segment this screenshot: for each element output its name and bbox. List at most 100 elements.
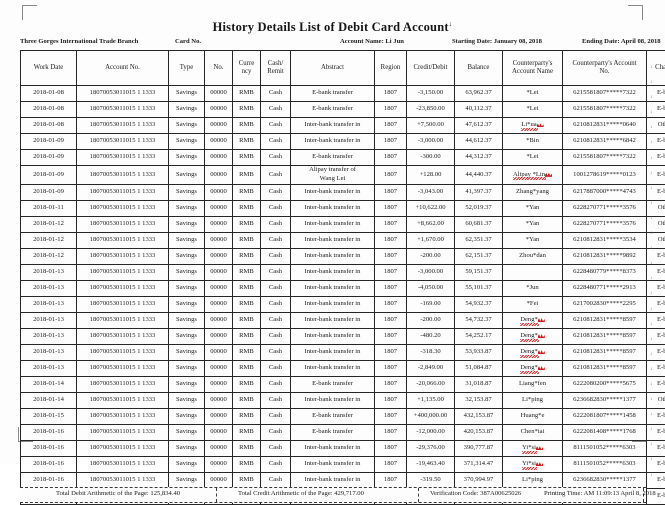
document-page: History Details List of Debit Card Accou…: [0, 0, 665, 464]
cell-counterparty-account: 6217002830*****2295: [563, 296, 647, 312]
cell-abstract: Inter-bank transfer in: [291, 200, 375, 216]
cell-account-no: 18070053011015 1 1333: [77, 392, 169, 408]
counterparty-name-text: Deng*: [520, 316, 538, 324]
cell-counterparty-account: 6210812831*****8597: [563, 344, 647, 360]
cell-no: 00000: [205, 216, 233, 232]
cell-cash-remit: Cash: [261, 280, 291, 296]
row-end-mark: ↓: [650, 317, 660, 332]
cell-currency: RMB: [233, 102, 261, 118]
col-header-counterparty-account: Counterparty's Account No.: [563, 51, 647, 86]
cell-cash-remit: Cash: [261, 200, 291, 216]
cell-counterparty-name: Li*ping: [503, 392, 563, 408]
cell-currency: RMB: [233, 424, 261, 440]
cell-account-no: 18070053011015 1 1333: [77, 200, 169, 216]
cell-credit-debit: -4,050.00: [407, 280, 455, 296]
line-end-marks: ↓↓↓↓↓↓↓↓↓↓↓↓↓↓↓↓↓↓↓↓↓↓↓↓↓↓↓↓: [650, 60, 660, 483]
cell-cash-remit: Cash: [261, 248, 291, 264]
cell-work-date: 2018-01-13: [21, 344, 77, 360]
cell-region: 1807: [375, 424, 407, 440]
cell-type: Savings: [169, 184, 205, 200]
cell-work-date: 2018-01-13: [21, 280, 77, 296]
cell-credit-debit: +7,500.00: [407, 118, 455, 134]
cell-counterparty-name: Deng*: [503, 312, 563, 328]
cell-abstract: E-bank transfer: [291, 86, 375, 102]
cell-work-date: 2018-01-13: [21, 328, 77, 344]
meta-starting-date: Starting Date: January 08, 2018: [452, 38, 542, 45]
cell-credit-debit: -20,066.00: [407, 376, 455, 392]
cell-type: Savings: [169, 392, 205, 408]
cell-account-no: 18070053011015 1 1333: [77, 376, 169, 392]
cell-account-no: 18070053011015 1 1333: [77, 166, 169, 185]
cell-abstract: Inter-bank transfer in: [291, 280, 375, 296]
cell-cash-remit: Cash: [261, 392, 291, 408]
cell-abstract: Inter-bank transfer in: [291, 472, 375, 488]
cell-counterparty-name: Zhou*dan: [503, 248, 563, 264]
cell-region: 1807: [375, 408, 407, 424]
page-title: History Details List of Debit Card Accou…: [0, 20, 665, 35]
cell-account-no: 18070053011015 1 1333: [77, 344, 169, 360]
col-header-abstract: Abstract: [291, 51, 375, 86]
col-header-currency-line2: ncy: [242, 68, 252, 75]
row-end-mark: ↓: [650, 135, 660, 150]
cell-counterparty-account: 6236682830*****1377: [563, 392, 647, 408]
cell-no: 00000: [205, 134, 233, 150]
cell-balance: 52,019.37: [455, 200, 503, 216]
cell-region: 1807: [375, 184, 407, 200]
cell-currency: RMB: [233, 328, 261, 344]
cell-credit-debit: -12,000.00: [407, 424, 455, 440]
meta-branch: Three Gorges International Trade Branch: [20, 38, 138, 45]
cell-counterparty-name: *Yan: [503, 200, 563, 216]
col-header-currency-line1: Curre: [239, 60, 254, 67]
col-header-cash-remit-line2: Remit: [267, 68, 284, 75]
cell-account-no: 18070053011015 1 1333: [77, 86, 169, 102]
cell-work-date: 2018-01-09: [21, 134, 77, 150]
cell-credit-debit: +8,662.00: [407, 216, 455, 232]
cell-balance: 40,112.37: [455, 102, 503, 118]
cell-cash-remit: Cash: [261, 102, 291, 118]
cell-work-date: 2018-01-13: [21, 264, 77, 280]
cell-credit-debit: -3,150.00: [407, 86, 455, 102]
cell-account-no: 18070053011015 1 1333: [77, 472, 169, 488]
cell-no: 00000: [205, 296, 233, 312]
cell-currency: RMB: [233, 150, 261, 166]
spellcheck-squiggle-icon: [538, 317, 545, 322]
counterparty-name-text: Yi*si: [522, 444, 536, 452]
cell-credit-debit: +128.00: [407, 166, 455, 185]
col-header-type: Type: [169, 51, 205, 86]
counterparty-name-text: Yi*si: [522, 460, 536, 468]
cell-no: 00000: [205, 264, 233, 280]
cell-region: 1807: [375, 360, 407, 376]
cell-region: 1807: [375, 86, 407, 102]
cell-counterparty-account: 6222081807*****1458: [563, 408, 647, 424]
cell-work-date: 2018-01-13: [21, 296, 77, 312]
cell-counterparty-account: 6210812831*****8597: [563, 328, 647, 344]
cell-region: 1807: [375, 376, 407, 392]
cell-counterparty-name: *Yan: [503, 232, 563, 248]
col-header-cash-remit-line1: Cash/: [268, 60, 283, 67]
